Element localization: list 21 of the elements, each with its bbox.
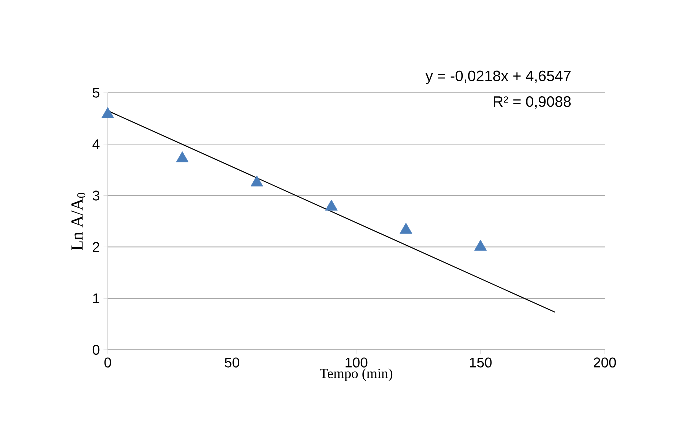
text: y = -0,0218x + 4,6547 — [426, 70, 571, 84]
y-tick-label: 1 — [93, 294, 100, 304]
y-tick-label: 0 — [92, 345, 100, 355]
x-tick-label: 150 — [470, 358, 492, 368]
x-tick-label: 0 — [104, 358, 112, 368]
y-tick-label: 3 — [92, 190, 100, 201]
point — [176, 152, 189, 162]
point — [250, 176, 264, 187]
point — [325, 200, 338, 211]
x-tick-label: 50 — [225, 358, 240, 368]
x-axis-title: Tempo (min) — [320, 368, 393, 382]
x-tick-label: 200 — [594, 358, 616, 368]
point — [102, 107, 114, 118]
y-tick-label: 5 — [92, 88, 100, 98]
point — [474, 240, 488, 251]
annotation: R² = 0,9088 — [494, 96, 571, 109]
x-tick-label: 100 — [346, 358, 368, 368]
y-tick-label: 2 — [93, 242, 100, 252]
y-axis-title: Ln A/A$_{0}$ — [72, 193, 86, 250]
y-tick-label: 4 — [92, 140, 100, 150]
point — [400, 223, 412, 234]
